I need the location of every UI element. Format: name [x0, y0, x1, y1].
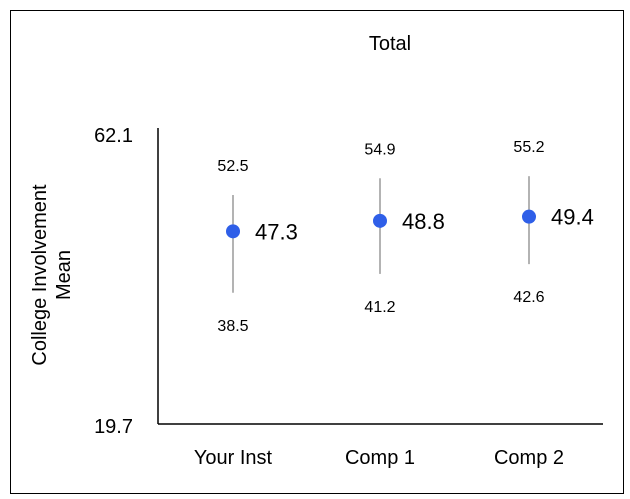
lower-value-label-1: 38.5 — [217, 318, 248, 335]
y-tick-label-min: 19.7 — [94, 416, 133, 438]
y-tick-label-max: 62.1 — [94, 125, 133, 147]
upper-value-label-2: 54.9 — [364, 141, 395, 158]
chart-marks: 52.5 47.3 38.5 Your Inst 54.9 48.8 41.2 Comp 1 5… — [194, 139, 594, 469]
y-axis-label: College Involvement Mean — [29, 184, 75, 366]
lower-value-label-3: 42.6 — [513, 289, 544, 306]
chart-frame — [10, 10, 624, 494]
mean-point-1 — [226, 224, 240, 239]
y-axis-label-line-1: College Involvement — [29, 184, 51, 366]
chart-title: Total — [369, 33, 411, 55]
mean-point-3 — [522, 209, 536, 224]
mean-value-label-2: 48.8 — [402, 209, 445, 234]
mean-value-label-3: 49.4 — [551, 205, 594, 230]
x-tick-label-3: Comp 2 — [494, 447, 564, 469]
x-tick-label-2: Comp 1 — [345, 447, 415, 469]
mean-value-label-1: 47.3 — [255, 219, 298, 244]
lower-value-label-2: 41.2 — [364, 299, 395, 316]
mean-point-2 — [373, 213, 387, 228]
upper-value-label-3: 55.2 — [513, 139, 544, 156]
y-axis-label-line-2: Mean — [53, 250, 75, 300]
x-tick-label-1: Your Inst — [194, 447, 273, 469]
upper-value-label-1: 52.5 — [217, 158, 248, 175]
